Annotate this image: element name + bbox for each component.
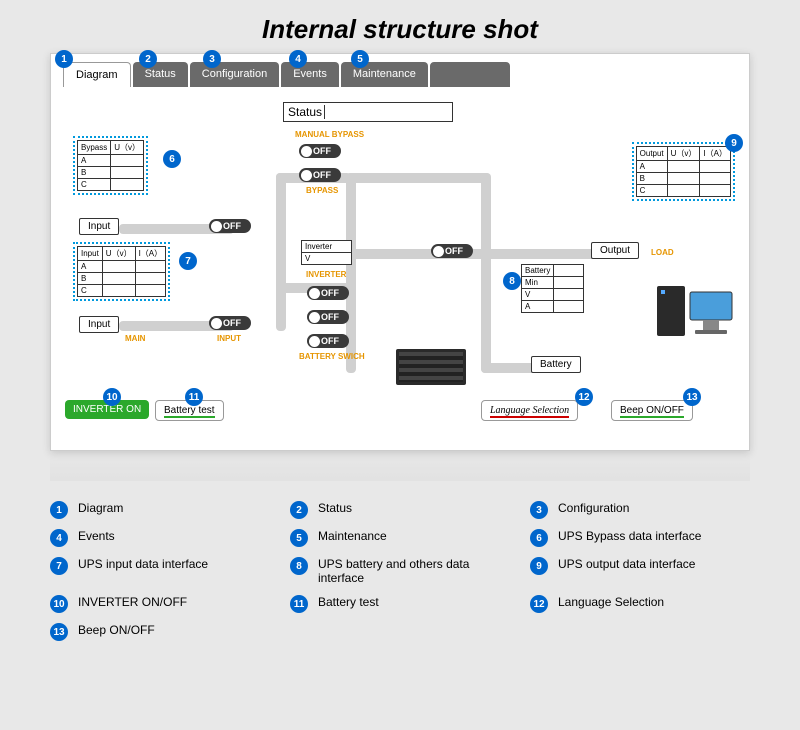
- legend-badge: 12: [530, 595, 548, 613]
- tab-diagram[interactable]: Diagram: [63, 62, 131, 87]
- tab-bar: 1 Diagram 2 Status 3 Configuration 4 Eve…: [51, 54, 749, 87]
- legend-item: 9 UPS output data interface: [530, 557, 750, 585]
- load-caption: LOAD: [651, 248, 674, 257]
- inverter-toggle[interactable]: OFF: [307, 286, 349, 300]
- legend-badge: 8: [290, 557, 308, 575]
- input-label-2: Input: [79, 316, 119, 333]
- legend-badge: 13: [50, 623, 68, 641]
- badge-13: 13: [683, 388, 701, 406]
- legend-badge: 1: [50, 501, 68, 519]
- legend-item: 3 Configuration: [530, 501, 750, 519]
- legend-text: UPS battery and others data interface: [318, 557, 510, 585]
- badge-7: 7: [179, 252, 197, 270]
- tab-configuration[interactable]: Configuration: [190, 62, 279, 87]
- input-table: InputU（v）I（A） A B C: [77, 246, 166, 297]
- tab-events[interactable]: Events: [281, 62, 339, 87]
- tab-blank: [430, 62, 510, 87]
- input-caption: INPUT: [217, 334, 241, 343]
- legend-item: 2 Status: [290, 501, 510, 519]
- output-table: OutputU（v）I（A） A B C: [636, 146, 731, 197]
- legend-item: 5 Maintenance: [290, 529, 510, 547]
- reflection: [50, 451, 750, 481]
- legend-badge: 11: [290, 595, 308, 613]
- badge-5: 5: [351, 50, 369, 68]
- output-table-box: OutputU（v）I（A） A B C: [632, 142, 735, 201]
- legend-item: 10 INVERTER ON/OFF: [50, 595, 270, 613]
- legend-item: 11 Battery test: [290, 595, 510, 613]
- badge-8: 8: [503, 272, 521, 290]
- legend-text: INVERTER ON/OFF: [78, 595, 187, 609]
- badge-6: 6: [163, 150, 181, 168]
- legend-text: UPS output data interface: [558, 557, 695, 571]
- legend-badge: 7: [50, 557, 68, 575]
- legend-text: UPS Bypass data interface: [558, 529, 701, 543]
- legend-badge: 9: [530, 557, 548, 575]
- page-title: Internal structure shot: [0, 0, 800, 53]
- legend-badge: 2: [290, 501, 308, 519]
- manual-bypass-caption: MANUAL BYPASS: [295, 130, 364, 139]
- input1-toggle[interactable]: OFF: [209, 219, 251, 233]
- connector: [346, 173, 491, 183]
- badge-9: 9: [725, 134, 743, 152]
- legend-text: Language Selection: [558, 595, 664, 609]
- diagram-area: Status BypassU（v） A B C 6 Input InputU（v…: [51, 94, 749, 450]
- battery-table: Battery Min V A: [521, 264, 584, 313]
- badge-4: 4: [289, 50, 307, 68]
- badge-11: 11: [185, 388, 203, 406]
- connector: [481, 173, 491, 373]
- bypass-table-box: BypassU（v） A B C: [73, 136, 148, 195]
- legend-text: Maintenance: [318, 529, 387, 543]
- badge-3: 3: [203, 50, 221, 68]
- bypass-table: BypassU（v） A B C: [77, 140, 144, 191]
- badge-2: 2: [139, 50, 157, 68]
- status-field[interactable]: Status: [283, 102, 453, 122]
- manual-bypass-toggle[interactable]: OFF: [299, 144, 341, 158]
- input2-toggle[interactable]: OFF: [209, 316, 251, 330]
- legend-text: Events: [78, 529, 115, 543]
- battery-switch-caption: BATTERY SWICH: [299, 352, 365, 361]
- bypass-toggle[interactable]: OFF: [299, 168, 341, 182]
- beep-button[interactable]: Beep ON/OFF: [611, 400, 693, 421]
- output-label: Output: [591, 242, 639, 259]
- input-label-1: Input: [79, 218, 119, 235]
- badge-1: 1: [55, 50, 73, 68]
- legend: 1 Diagram 2 Status 3 Configuration 4 Events 5 Mai…: [0, 481, 800, 641]
- legend-item: 8 UPS battery and others data interface: [290, 557, 510, 585]
- input-table-box: InputU（v）I（A） A B C: [73, 242, 170, 301]
- ui-panel: 1 Diagram 2 Status 3 Configuration 4 Eve…: [50, 53, 750, 451]
- inverter-caption: INVERTER: [306, 270, 346, 279]
- legend-text: Beep ON/OFF: [78, 623, 155, 637]
- bypass-caption: BYPASS: [306, 186, 338, 195]
- legend-text: Diagram: [78, 501, 123, 515]
- battery-switch-toggle[interactable]: OFF: [307, 334, 349, 348]
- computer-icon: [655, 284, 735, 344]
- legend-item: 12 Language Selection: [530, 595, 750, 613]
- legend-badge: 5: [290, 529, 308, 547]
- main-caption: MAIN: [125, 334, 145, 343]
- inverter-table: Inverter V: [301, 240, 352, 265]
- legend-item: 7 UPS input data interface: [50, 557, 270, 585]
- legend-item: 1 Diagram: [50, 501, 270, 519]
- legend-badge: 4: [50, 529, 68, 547]
- language-button[interactable]: Language Selection: [481, 400, 578, 421]
- legend-item: 6 UPS Bypass data interface: [530, 529, 750, 547]
- legend-text: Configuration: [558, 501, 629, 515]
- legend-badge: 6: [530, 529, 548, 547]
- battery-label: Battery: [531, 356, 581, 373]
- legend-badge: 10: [50, 595, 68, 613]
- legend-text: Status: [318, 501, 352, 515]
- badge-12: 12: [575, 388, 593, 406]
- inverter-toggle-2[interactable]: OFF: [307, 310, 349, 324]
- legend-badge: 3: [530, 501, 548, 519]
- legend-item: 4 Events: [50, 529, 270, 547]
- badge-10: 10: [103, 388, 121, 406]
- legend-text: UPS input data interface: [78, 557, 208, 571]
- legend-item: 13 Beep ON/OFF: [50, 623, 270, 641]
- server-icon: [396, 349, 466, 385]
- output-toggle[interactable]: OFF: [431, 244, 473, 258]
- connector: [276, 173, 286, 331]
- tab-status[interactable]: Status: [133, 62, 188, 87]
- legend-text: Battery test: [318, 595, 379, 609]
